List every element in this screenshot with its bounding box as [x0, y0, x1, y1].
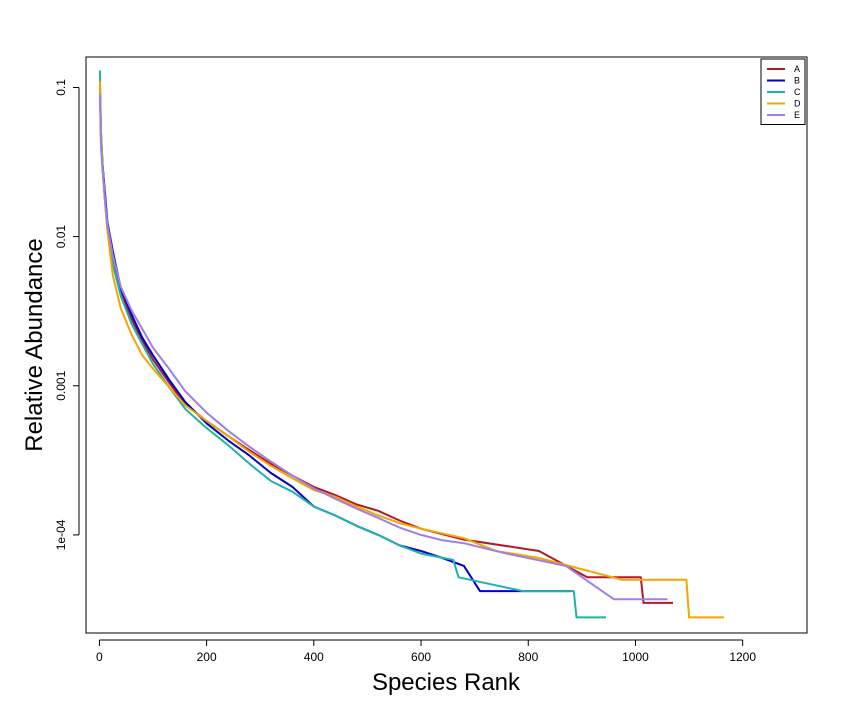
legend-label-c: C: [794, 87, 801, 97]
x-tick-label: 400: [304, 650, 324, 664]
legend-label-b: B: [794, 76, 800, 86]
y-tick-label: 1e-04: [54, 519, 68, 550]
series-line-c: [98, 70, 606, 619]
plot-frame: [85, 56, 808, 634]
series-line-d: [98, 81, 724, 619]
y-tick-label: 0.1: [54, 79, 68, 96]
x-axis: 0 200 400 600 800 1000 1200: [96, 639, 756, 664]
series-lines: [98, 70, 724, 619]
x-tick-label: 0: [96, 650, 103, 664]
y-tick-label: 0.01: [54, 225, 68, 249]
legend-label-a: A: [794, 64, 800, 74]
x-tick-label: 1200: [729, 650, 756, 664]
legend-label-e: E: [794, 110, 800, 120]
y-tick-label: 0.001: [54, 370, 68, 400]
legend-label-d: D: [794, 99, 801, 109]
x-axis-title: Species Rank: [372, 669, 521, 696]
y-axis: 0.1 0.01 0.001 1e-04: [54, 79, 80, 550]
x-tick-label: 200: [197, 650, 217, 664]
series-line-a: [98, 84, 673, 604]
x-tick-label: 600: [411, 650, 431, 664]
x-tick-label: 800: [518, 650, 538, 664]
series-line-e: [98, 94, 668, 601]
y-axis-title: Relative Abundance: [21, 238, 48, 452]
x-tick-label: 1000: [622, 650, 649, 664]
